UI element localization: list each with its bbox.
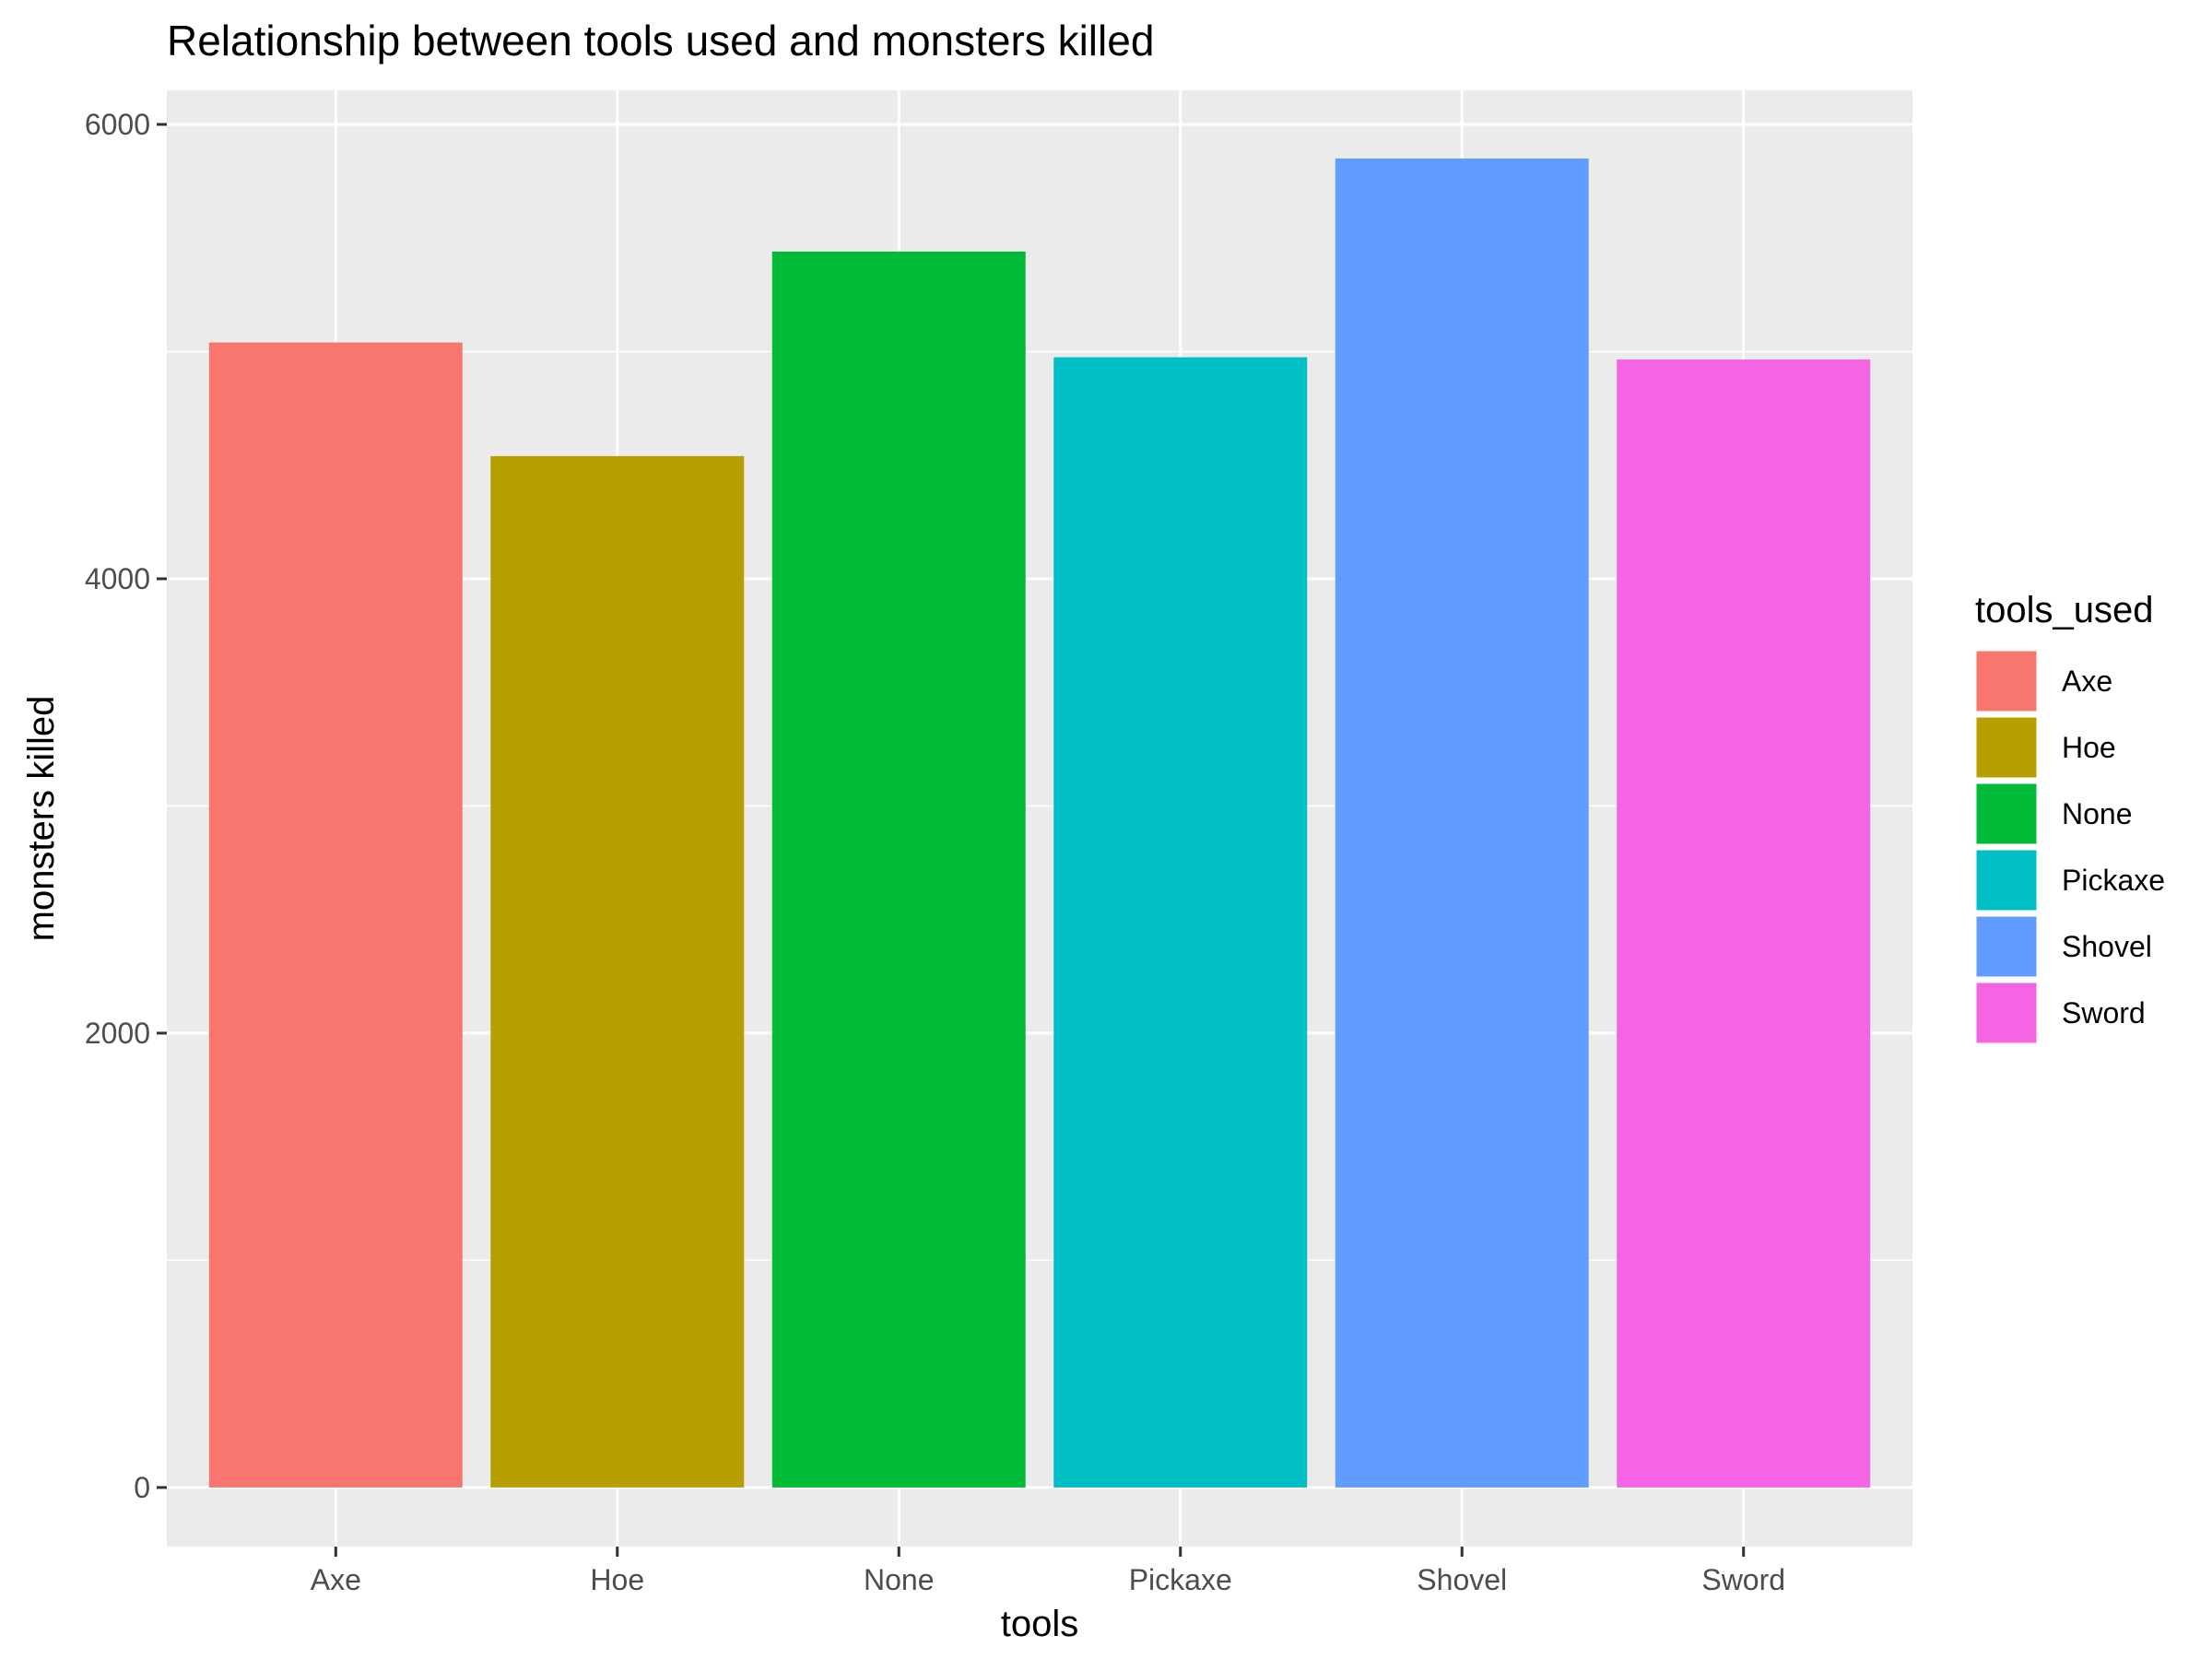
y-axis: 0 2000 4000 6000 xyxy=(85,108,167,1504)
y-tick-label: 4000 xyxy=(85,562,150,595)
legend-label: Pickaxe xyxy=(2062,864,2165,897)
legend-label: Hoe xyxy=(2062,731,2116,764)
x-tick-label: None xyxy=(864,1563,935,1596)
legend-label: Axe xyxy=(2062,665,2112,698)
x-axis: Axe Hoe None Pickaxe Shovel Sword xyxy=(311,1547,1785,1596)
x-tick-label: Sword xyxy=(1701,1563,1785,1596)
x-tick-label: Axe xyxy=(311,1563,361,1596)
x-tick-label: Hoe xyxy=(590,1563,644,1596)
x-tick-label: Pickaxe xyxy=(1129,1563,1232,1596)
legend-key-pickaxe xyxy=(1973,847,2040,913)
legend-label: Shovel xyxy=(2062,930,2152,963)
legend-items: Axe Hoe None Pickaxe Shovel Sword xyxy=(1973,648,2165,1046)
y-tick-label: 2000 xyxy=(85,1017,150,1050)
legend-key-hoe xyxy=(1973,714,2040,781)
x-tick-label: Shovel xyxy=(1417,1563,1507,1596)
y-tick-label: 6000 xyxy=(85,108,150,141)
bar-shovel xyxy=(1335,158,1589,1488)
bar-axe xyxy=(208,342,463,1488)
chart-title: Relationship between tools used and mons… xyxy=(167,17,1154,65)
bar-sword xyxy=(1617,359,1871,1488)
bars xyxy=(208,158,1871,1488)
legend: tools_used Axe Hoe None Pickaxe Shovel Sword xyxy=(1973,590,2165,1046)
bar-none xyxy=(771,252,1026,1488)
legend-key-axe xyxy=(1973,648,2040,714)
bar-hoe xyxy=(490,455,745,1488)
legend-title: tools_used xyxy=(1975,590,2153,630)
bar-pickaxe xyxy=(1053,357,1308,1488)
y-axis-title: monsters killed xyxy=(21,696,62,942)
legend-key-sword xyxy=(1973,980,2040,1046)
y-tick-label: 0 xyxy=(134,1471,150,1504)
legend-key-shovel xyxy=(1973,913,2040,980)
legend-label: Sword xyxy=(2062,996,2146,1030)
legend-key-none xyxy=(1973,781,2040,847)
legend-label: None xyxy=(2062,797,2133,830)
x-axis-title: tools xyxy=(1001,1604,1079,1644)
